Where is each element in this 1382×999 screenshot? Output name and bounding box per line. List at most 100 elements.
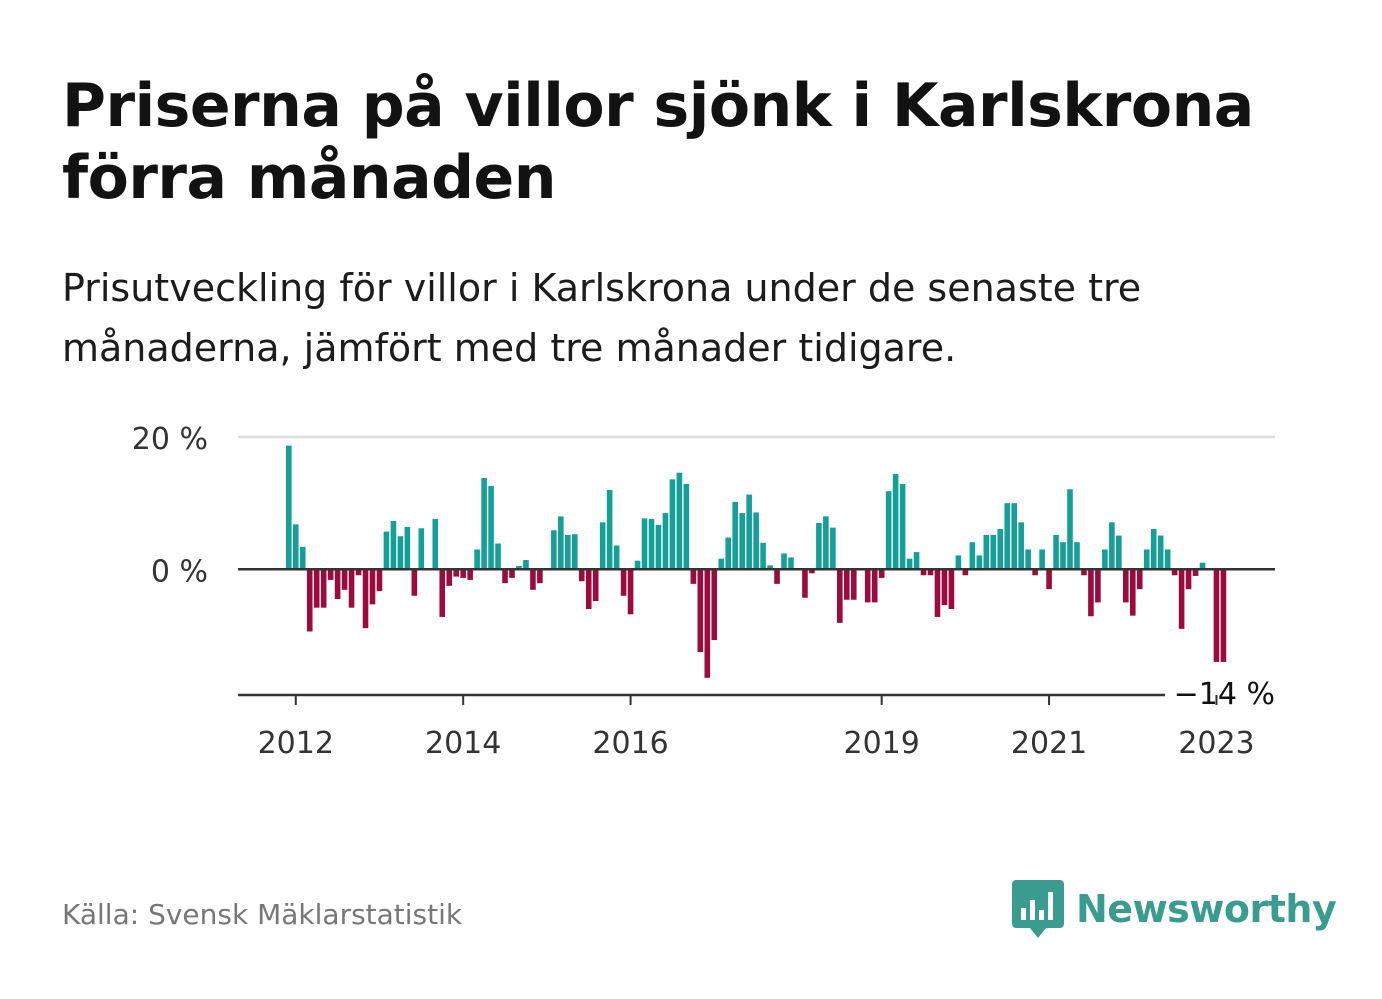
- bar: [306, 569, 313, 632]
- bar: [802, 569, 808, 598]
- bar: [509, 569, 515, 578]
- bar: [627, 569, 634, 615]
- bar: [467, 569, 473, 580]
- bar: [411, 569, 418, 596]
- bar: [1192, 569, 1199, 576]
- bar: [830, 527, 836, 570]
- x-tick-label: 2016: [592, 726, 668, 761]
- bar: [495, 543, 501, 570]
- bar: [1185, 569, 1192, 590]
- bar: [585, 569, 592, 609]
- bar: [320, 569, 327, 608]
- bar: [292, 524, 299, 570]
- bar: [997, 528, 1004, 570]
- bar: [453, 569, 459, 577]
- bar: [767, 565, 773, 570]
- bar: [976, 555, 983, 570]
- bar: [641, 518, 648, 570]
- bar: [816, 523, 822, 570]
- axes: [238, 568, 1275, 705]
- bar: [474, 549, 480, 570]
- x-tick-label: 2014: [425, 726, 501, 761]
- bar: [725, 537, 732, 570]
- bar: [1053, 534, 1059, 570]
- bar: [502, 569, 508, 584]
- bar: [1199, 562, 1206, 570]
- bar: [599, 522, 606, 570]
- bar: [439, 569, 446, 617]
- bar: [669, 479, 676, 570]
- bar: [760, 542, 766, 570]
- bar: [571, 534, 578, 570]
- bar: [781, 553, 787, 570]
- bar: [906, 558, 913, 570]
- brand-name: Newsworthy: [1076, 887, 1337, 931]
- bar: [655, 524, 662, 570]
- bar: [341, 569, 348, 590]
- bar: [913, 552, 920, 570]
- bar: [418, 528, 425, 570]
- bar: [516, 566, 522, 570]
- bar: [753, 512, 759, 570]
- bar: [1143, 549, 1150, 570]
- bar: [892, 474, 899, 570]
- bar: [488, 485, 494, 570]
- bar: [481, 478, 487, 570]
- bar: [1081, 569, 1087, 576]
- bar: [286, 445, 292, 570]
- bar: [697, 569, 704, 652]
- bar: [558, 516, 564, 570]
- bar: [1129, 569, 1136, 616]
- x-tick-label: 2019: [843, 726, 919, 761]
- bar: [1136, 569, 1143, 590]
- bar: [313, 569, 320, 608]
- bar: [962, 569, 969, 576]
- bar: [523, 560, 529, 570]
- bar: [920, 569, 927, 576]
- chart-title: Priserna på villor sjönk i Karlskrona fö…: [62, 71, 1254, 213]
- bar: [1004, 503, 1011, 570]
- bar: [327, 569, 334, 580]
- bar: [1157, 535, 1164, 570]
- bar: [1150, 528, 1157, 570]
- bar: [1074, 542, 1080, 570]
- bar: [969, 542, 976, 570]
- bar: [1123, 569, 1129, 603]
- bar: [397, 536, 404, 570]
- bar: [941, 569, 948, 606]
- bar: [1011, 503, 1017, 570]
- bar: [864, 569, 871, 603]
- bar: [676, 472, 683, 570]
- source-note: Källa: Svensk Mäklarstatistik: [62, 898, 463, 931]
- bar: [746, 494, 752, 570]
- bar: [1213, 569, 1220, 662]
- bar: [1039, 549, 1045, 570]
- bar: [432, 519, 439, 570]
- bar: [1095, 569, 1101, 603]
- bar: [383, 531, 390, 570]
- bar: [1060, 542, 1066, 570]
- newsworthy-logo[interactable]: Newsworthy: [1012, 880, 1337, 938]
- bar: [850, 569, 857, 600]
- bar: [739, 513, 745, 570]
- bar: [1220, 569, 1227, 662]
- bar: [460, 569, 466, 578]
- bar: [376, 569, 383, 592]
- bar: [404, 526, 411, 570]
- bar: [565, 534, 571, 570]
- bar: [1171, 569, 1178, 576]
- chart-subtitle: Prisutveckling för villor i Karlskrona u…: [62, 266, 1142, 370]
- bar: [620, 569, 627, 596]
- bar-chart: 20 % 0 % 2012 2014 2016 2019 2021 2023 −14 %: [132, 422, 1275, 761]
- bar: [1109, 522, 1115, 570]
- bar: [369, 569, 376, 605]
- bar: [1018, 522, 1024, 570]
- bar: [537, 569, 543, 584]
- y-tick-label: 0 %: [151, 554, 208, 589]
- bar: [1088, 569, 1094, 617]
- bar: [299, 546, 306, 570]
- tick-labels: 20 % 0 % 2012 2014 2016 2019 2021 2023 −14 %: [132, 422, 1275, 761]
- bar: [774, 569, 780, 584]
- bar: [899, 483, 906, 570]
- bar: [1116, 535, 1122, 570]
